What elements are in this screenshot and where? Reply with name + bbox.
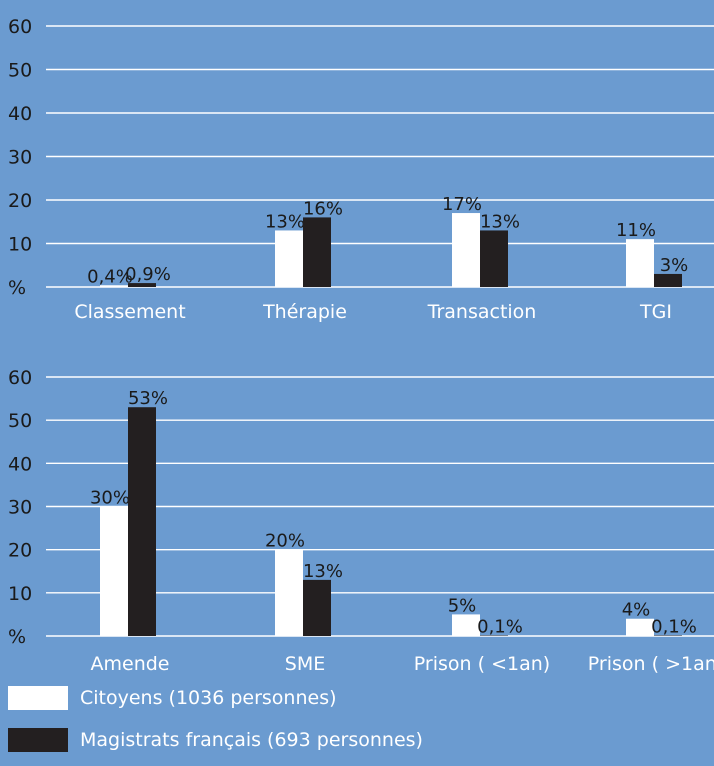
data-label-citoyens-1-2: 17% <box>442 194 482 215</box>
data-label-magistrats-2-1: 13% <box>303 561 343 582</box>
bar-citoyens-2-2 <box>452 614 480 636</box>
x-category-label-1-0: Classement <box>74 301 185 323</box>
y-tick-label-2-2: 20 <box>8 540 32 562</box>
data-label-magistrats-1-1: 16% <box>303 198 343 219</box>
y-tick-label-1-4: 40 <box>8 103 32 125</box>
y-tick-label-1-3: 30 <box>8 147 32 169</box>
y-tick-label-2-3: 30 <box>8 497 32 519</box>
y-tick-label-2-0: % <box>8 626 26 648</box>
legend-label-magistrats: Magistrats français (693 personnes) <box>80 729 423 751</box>
legend-label-citoyens: Citoyens (1036 personnes) <box>80 687 337 709</box>
data-label-magistrats-2-2: 0,1% <box>477 617 523 638</box>
y-tick-label-1-1: 10 <box>8 234 32 256</box>
y-tick-label-2-4: 40 <box>8 453 32 475</box>
bar-citoyens-1-0 <box>100 285 128 287</box>
bar-magistrats-1-2 <box>480 230 508 287</box>
data-label-citoyens-1-1: 13% <box>265 211 305 232</box>
data-label-magistrats-2-3: 0,1% <box>651 617 697 638</box>
y-tick-label-1-5: 50 <box>8 60 32 82</box>
x-category-label-2-0: Amende <box>91 653 170 675</box>
data-label-citoyens-2-3: 4% <box>622 600 651 621</box>
y-tick-label-1-0: % <box>8 277 26 299</box>
data-label-citoyens-2-0: 30% <box>90 488 130 509</box>
x-category-label-1-1: Thérapie <box>262 301 347 323</box>
legend: Citoyens (1036 personnes) Magistrats fra… <box>0 676 714 766</box>
bar-magistrats-2-1 <box>303 579 331 636</box>
bar-citoyens-2-1 <box>275 549 303 636</box>
y-tick-label-1-2: 20 <box>8 190 32 212</box>
legend-item-citoyens: Citoyens (1036 personnes) <box>8 684 337 712</box>
data-label-magistrats-2-0: 53% <box>128 388 168 409</box>
charts-canvas: %1020304050600,4%13%17%11%0,9%16%13%3%Cl… <box>8 16 714 675</box>
bar-magistrats-1-1 <box>303 217 331 287</box>
bar-citoyens-1-3 <box>626 239 654 287</box>
x-category-label-1-2: Transaction <box>427 301 537 323</box>
x-category-label-2-1: SME <box>285 653 325 675</box>
bar-citoyens-1-1 <box>275 230 303 287</box>
legend-swatch-citoyens <box>8 686 68 710</box>
data-label-magistrats-1-0: 0,9% <box>125 264 171 285</box>
bar-magistrats-1-3 <box>654 273 682 287</box>
x-category-label-1-3: TGI <box>639 301 672 323</box>
y-tick-label-2-5: 50 <box>8 410 32 432</box>
x-category-label-2-2: Prison ( <1an) <box>414 653 550 675</box>
y-tick-label-2-6: 60 <box>8 367 32 389</box>
bar-citoyens-2-0 <box>100 506 128 636</box>
data-label-citoyens-2-1: 20% <box>265 531 305 552</box>
legend-item-magistrats: Magistrats français (693 personnes) <box>8 726 423 754</box>
data-label-citoyens-1-3: 11% <box>616 220 656 241</box>
bar-magistrats-1-0 <box>128 283 156 287</box>
bar-citoyens-2-3 <box>626 618 654 636</box>
y-tick-label-2-1: 10 <box>8 583 32 605</box>
legend-swatch-magistrats <box>8 728 68 752</box>
x-category-label-2-3: Prison ( >1an) <box>588 653 714 675</box>
data-label-magistrats-1-2: 13% <box>480 211 520 232</box>
data-label-citoyens-1-0: 0,4% <box>87 266 133 287</box>
y-tick-label-1-6: 60 <box>8 16 32 38</box>
data-label-citoyens-2-2: 5% <box>448 595 477 616</box>
bar-citoyens-1-2 <box>452 213 480 287</box>
bar-magistrats-2-0 <box>128 407 156 636</box>
data-label-magistrats-1-3: 3% <box>660 255 689 276</box>
